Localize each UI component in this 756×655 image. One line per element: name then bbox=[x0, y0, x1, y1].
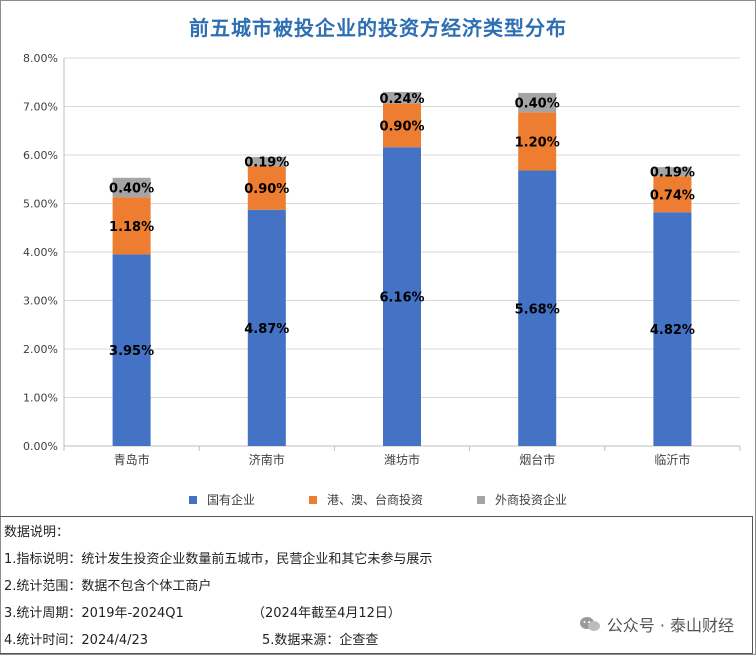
data-label: 0.24% bbox=[379, 92, 424, 107]
y-tick-label: 7.00% bbox=[23, 101, 58, 114]
data-label: 0.19% bbox=[650, 166, 695, 181]
note-period-detail: （2024年截至4月12日） bbox=[252, 606, 401, 621]
data-label: 0.74% bbox=[650, 188, 695, 203]
bar-segment bbox=[518, 170, 557, 446]
legend-label: 外商投资企业 bbox=[495, 493, 568, 507]
bar-segment bbox=[653, 176, 692, 213]
data-label: 0.40% bbox=[515, 97, 560, 112]
x-tick-label: 烟台市 bbox=[519, 452, 555, 467]
data-label: 6.16% bbox=[379, 291, 424, 306]
data-label: 0.40% bbox=[109, 181, 154, 196]
data-notes: 数据说明： 1.指标说明：统计发生投资企业数量前五城市，民营企业和其它未参与展示… bbox=[0, 516, 753, 654]
bar-segment bbox=[247, 166, 286, 210]
watermark: 公众号 · 泰山财经 bbox=[579, 612, 734, 636]
note-indicator: 1.指标说明：统计发生投资企业数量前五城市，民营企业和其它未参与展示 bbox=[4, 552, 433, 567]
bar-segment bbox=[247, 156, 286, 167]
bar-segment bbox=[383, 103, 421, 148]
chart-title: 前五城市被投企业的投资方经济类型分布 bbox=[189, 16, 567, 40]
notes-header: 数据说明： bbox=[4, 525, 70, 540]
bar-segment bbox=[112, 197, 151, 255]
bar-segment bbox=[518, 112, 557, 171]
y-tick-label: 1.00% bbox=[23, 392, 58, 405]
x-tick-label: 临沂市 bbox=[654, 452, 690, 467]
note-source: 5.数据来源：企查查 bbox=[262, 633, 379, 648]
bar-segment bbox=[112, 254, 151, 446]
data-label: 0.90% bbox=[379, 119, 424, 134]
bar-segment bbox=[112, 177, 151, 198]
data-label: 1.18% bbox=[109, 220, 154, 235]
bar-segment bbox=[653, 167, 692, 177]
x-tick-label: 济南市 bbox=[249, 452, 285, 467]
data-label: 3.95% bbox=[109, 344, 154, 359]
legend-label: 国有企业 bbox=[206, 493, 255, 507]
bar-segment bbox=[383, 147, 421, 446]
legend-label: 港、澳、台商投资 bbox=[326, 493, 423, 507]
bar-segment bbox=[653, 212, 692, 446]
stacked-bar-chart: 0.00% 1.00% 2.00% 3.00% 4.00% 5.00% 6.00% 7.00%… bbox=[23, 52, 741, 467]
note-time: 4.统计时间：2024/4/23 bbox=[4, 633, 149, 648]
y-tick-label: 4.00% bbox=[23, 246, 58, 259]
data-label: 4.87% bbox=[244, 322, 289, 337]
x-tick-label: 潍坊市 bbox=[384, 452, 420, 467]
legend-swatch bbox=[308, 495, 317, 504]
data-label: 0.19% bbox=[244, 156, 289, 171]
data-label: 4.82% bbox=[650, 323, 695, 338]
y-tick-label: 6.00% bbox=[23, 149, 58, 162]
data-label: 5.68% bbox=[515, 302, 560, 317]
note-scope: 2.统计范围：数据不包含个体工商户 bbox=[4, 579, 212, 594]
data-label: 1.20% bbox=[515, 135, 560, 150]
legend-item: 港、澳、台商投资 bbox=[308, 491, 423, 508]
legend-swatch bbox=[477, 495, 485, 504]
y-tick-label: 3.00% bbox=[23, 295, 58, 308]
bar-segment bbox=[383, 91, 421, 104]
y-tick-label: 0.00% bbox=[23, 440, 58, 453]
bar-segment bbox=[247, 209, 286, 446]
chart-legend: 国有企业 港、澳、台商投资 外商投资企业 bbox=[0, 491, 756, 508]
y-tick-label: 5.00% bbox=[23, 198, 58, 211]
watermark-text: 公众号 · 泰山财经 bbox=[606, 616, 734, 635]
wechat-icon bbox=[579, 616, 601, 632]
note-period: 3.统计周期：2019年-2024Q1 bbox=[4, 606, 184, 621]
bar-segment bbox=[518, 92, 557, 113]
x-tick-label: 青岛市 bbox=[114, 452, 150, 467]
y-tick-label: 8.00% bbox=[23, 52, 58, 65]
legend-swatch bbox=[188, 495, 197, 504]
legend-item: 国有企业 bbox=[188, 491, 255, 508]
y-tick-label: 2.00% bbox=[23, 343, 58, 356]
data-label: 0.90% bbox=[244, 182, 289, 197]
legend-item: 外商投资企业 bbox=[477, 491, 567, 508]
